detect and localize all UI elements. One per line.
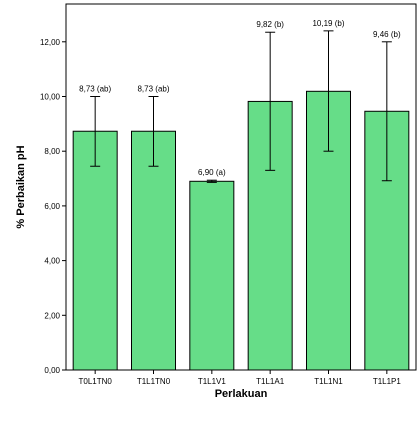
data-label: 9,82 (b) bbox=[256, 20, 284, 29]
y-tick-label: 2,00 bbox=[44, 311, 60, 320]
x-tick-label: T0L1TN0 bbox=[78, 377, 112, 386]
bar bbox=[72, 130, 118, 371]
y-axis: 0,00 2,00 4,00 6,00 8,00 10,00 12,00 bbox=[40, 38, 66, 375]
y-tick-label: 10,00 bbox=[40, 93, 61, 102]
x-tick-label: T1L1A1 bbox=[256, 377, 285, 386]
x-tick-label: T1L1V1 bbox=[198, 377, 227, 386]
data-label: 10,19 (b) bbox=[312, 19, 344, 28]
bars: 8,73 (ab) 8,73 (ab) 6,90 (a) 9,82 (b) 10,19 … bbox=[72, 19, 410, 371]
bar bbox=[189, 180, 235, 371]
y-tick-label: 6,00 bbox=[44, 202, 60, 211]
data-label: 8,73 (ab) bbox=[79, 85, 111, 94]
bar bbox=[131, 130, 176, 371]
data-label: 8,73 (ab) bbox=[137, 85, 169, 94]
x-tick-label: T1L1N1 bbox=[314, 377, 343, 386]
y-tick-label: 4,00 bbox=[44, 257, 60, 266]
y-tick-label: 12,00 bbox=[40, 38, 61, 47]
y-tick-label: 8,00 bbox=[44, 147, 60, 156]
data-label: 6,90 (a) bbox=[198, 168, 226, 177]
data-label: 9,46 (b) bbox=[373, 30, 401, 39]
y-tick-label: 0,00 bbox=[44, 366, 60, 375]
x-axis: T0L1TN0 T1L1TN0 T1L1V1 T1L1A1 T1L1N1 T1L1P1 bbox=[78, 370, 401, 386]
y-axis-title: % Perbaikan pH bbox=[15, 145, 27, 228]
x-tick-label: T1L1TN0 bbox=[137, 377, 171, 386]
x-axis-title: Perlakuan bbox=[215, 388, 268, 400]
plot-frame bbox=[65, 3, 417, 371]
x-tick-label: T1L1P1 bbox=[373, 377, 402, 386]
